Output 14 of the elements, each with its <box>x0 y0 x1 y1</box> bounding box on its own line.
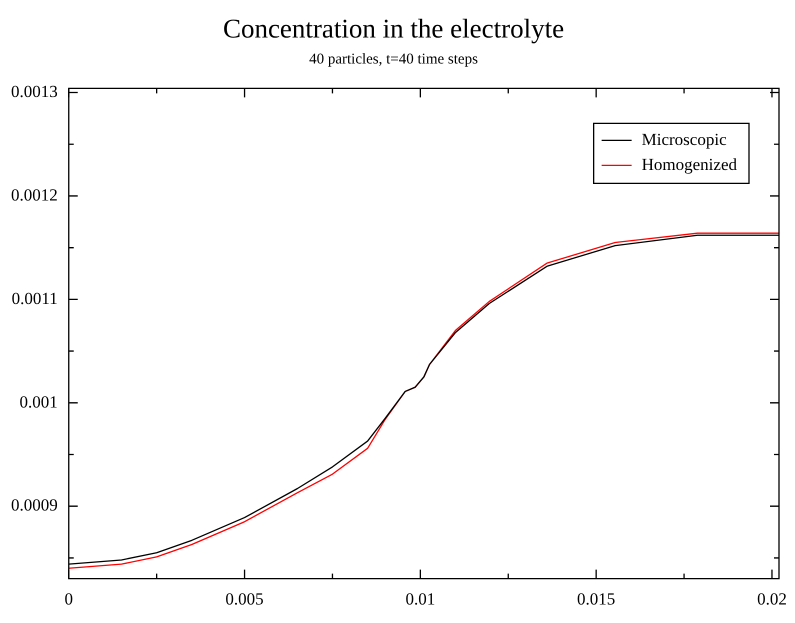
y-tick-label: 0.0013 <box>11 82 58 102</box>
x-tick-label: 0.02 <box>757 589 787 608</box>
x-tick-label: 0.015 <box>577 589 616 608</box>
y-tick-label: 0.0012 <box>11 185 58 204</box>
chart-title: Concentration in the electrolyte <box>222 13 564 44</box>
chart-subtitle: 40 particles, t=40 time steps <box>309 51 478 68</box>
y-tick-label: 0.0009 <box>11 496 58 515</box>
legend-label: Microscopic <box>642 130 728 149</box>
x-tick-label: 0.01 <box>405 589 436 608</box>
legend-label: Homogenized <box>642 154 738 174</box>
y-tick-label: 0.0011 <box>12 288 58 308</box>
y-tick-label: 0.001 <box>20 392 58 412</box>
x-tick-label: 0.005 <box>225 589 264 608</box>
x-tick-label: 0 <box>64 589 73 608</box>
